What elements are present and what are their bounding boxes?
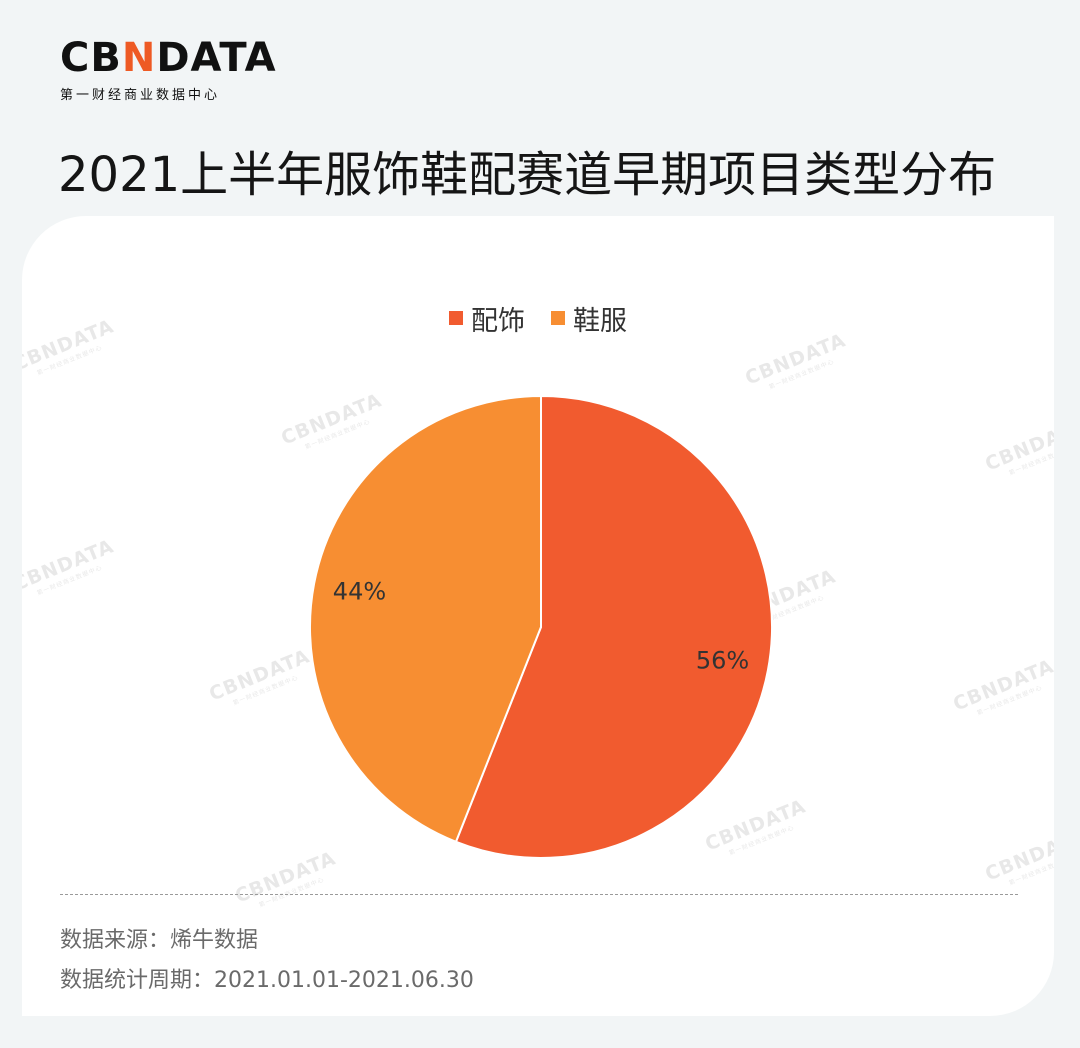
- data-period: 数据统计周期：2021.01.01-2021.06.30: [60, 968, 474, 993]
- legend-item-shoes-apparel: 鞋服: [551, 299, 627, 338]
- logo-wordmark: CB N DATA: [60, 38, 277, 78]
- logo-text-n: N: [121, 35, 157, 81]
- chart-legend: 配饰 鞋服: [22, 298, 1054, 338]
- data-source: 数据来源：烯牛数据: [60, 928, 259, 953]
- logo-subtitle: 第一财经商业数据中心: [60, 88, 221, 103]
- logo-text-data: DATA: [156, 35, 277, 81]
- pie-chart: 56% 44%: [309, 394, 774, 859]
- legend-item-accessories: 配饰: [449, 299, 525, 338]
- pie-slice-shoes-apparel: [309, 394, 542, 844]
- pie-label-accessories: 56%: [696, 647, 749, 675]
- pie-slice-accessories: [454, 394, 774, 859]
- legend-label-accessories: 配饰: [471, 305, 525, 337]
- legend-swatch-accessories: [449, 311, 463, 325]
- brand-logo: CB N DATA 第一财经商业数据中心: [60, 38, 277, 103]
- chart-title: 2021上半年服饰鞋配赛道早期项目类型分布: [58, 147, 997, 203]
- legend-label-shoes-apparel: 鞋服: [573, 305, 627, 337]
- footer-divider: [60, 894, 1018, 895]
- logo-text-cb: CB: [60, 35, 122, 81]
- pie-label-shoes-apparel: 44%: [333, 577, 386, 605]
- legend-swatch-shoes-apparel: [551, 311, 565, 325]
- chart-card: CBNDATA 第一财经商业数据中心 CBNDATA 第一财经商业数据中心 CBND…: [22, 216, 1054, 1016]
